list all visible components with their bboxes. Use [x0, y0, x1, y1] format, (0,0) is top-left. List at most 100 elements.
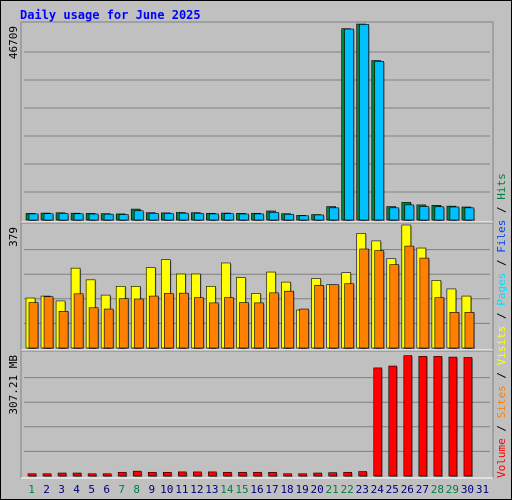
bar-volume-day-1: [27, 473, 37, 477]
bar-sites-day-24: [374, 250, 385, 349]
x-tick-label-7: 7: [118, 483, 125, 496]
x-tick-label-9: 9: [148, 483, 155, 496]
legend-separator: /: [495, 200, 508, 220]
bar-volume-day-27: [418, 356, 428, 477]
bar-sites-day-23: [359, 248, 370, 349]
bar-files-day-15: [239, 213, 249, 221]
bar-volume-day-24: [373, 367, 383, 477]
chart-title: Daily usage for June 2025: [20, 8, 201, 22]
bar-files-day-8: [133, 210, 144, 221]
bar-files-day-7: [118, 214, 129, 221]
bar-sites-day-11: [179, 292, 189, 349]
bar-volume-day-21: [328, 472, 337, 477]
x-tick-label-3: 3: [58, 483, 65, 496]
bar-files-day-12: [194, 213, 204, 221]
x-tick-label-15: 15: [235, 483, 248, 496]
x-tick-label-1: 1: [28, 483, 35, 496]
bar-sites-day-27: [419, 257, 430, 349]
bar-files-day-25: [389, 207, 400, 221]
legend-hits: Hits: [495, 173, 508, 200]
bar-volume-day-29: [448, 356, 458, 477]
bar-sites-day-26: [404, 245, 415, 349]
x-tick-label-19: 19: [295, 483, 308, 496]
panel-hits-files: 46709: [7, 21, 494, 223]
bar-sites-day-17: [269, 292, 279, 349]
bar-sites-day-1: [28, 302, 39, 349]
x-tick-label-26: 26: [401, 483, 414, 496]
bar-sites-day-10: [163, 293, 174, 349]
x-tick-label-5: 5: [88, 483, 95, 496]
bar-sites-day-19: [299, 308, 309, 349]
legend-pages: Pages: [495, 273, 508, 306]
x-tick-label-25: 25: [386, 483, 399, 496]
bar-files-day-2: [43, 213, 54, 221]
bar-files-day-4: [73, 213, 84, 221]
x-tick-label-29: 29: [446, 483, 459, 496]
bar-files-day-23: [359, 24, 370, 221]
x-tick-label-17: 17: [265, 483, 278, 496]
bar-sites-day-9: [148, 295, 159, 349]
bar-volume-day-2: [42, 473, 52, 477]
bar-files-day-22: [344, 28, 354, 221]
x-tick-label-18: 18: [280, 483, 293, 496]
bar-volume-day-19: [298, 473, 307, 477]
x-tick-label-24: 24: [371, 483, 385, 496]
bar-files-day-3: [58, 213, 69, 221]
bar-volume-day-25: [388, 365, 398, 477]
x-tick-label-27: 27: [416, 483, 429, 496]
bar-sites-day-4: [73, 293, 84, 349]
bar-volume-day-22: [343, 471, 352, 477]
bar-volume-day-12: [193, 471, 202, 477]
bar-sites-day-5: [88, 307, 99, 349]
x-tick-label-21: 21: [326, 483, 339, 496]
bar-volume-day-8: [132, 470, 142, 477]
y-max-label: 379: [7, 227, 20, 247]
x-tick-label-10: 10: [160, 483, 173, 496]
bar-volume-day-23: [358, 471, 368, 477]
bar-sites-day-14: [224, 297, 234, 349]
bar-volume-day-6: [102, 473, 112, 477]
x-tick-label-13: 13: [205, 483, 218, 496]
bar-files-day-27: [419, 206, 430, 221]
x-tick-label-12: 12: [190, 483, 203, 496]
x-tick-label-31: 31: [476, 483, 489, 496]
legend-separator: /: [495, 306, 508, 326]
bar-sites-day-16: [254, 302, 264, 349]
bar-sites-day-2: [43, 296, 54, 349]
bar-volume-day-11: [178, 471, 187, 477]
x-tick-label-6: 6: [103, 483, 110, 496]
bar-files-day-21: [329, 207, 339, 221]
y-max-label: 46709: [7, 26, 20, 59]
bar-files-day-19: [299, 215, 309, 221]
x-tick-label-23: 23: [356, 483, 369, 496]
bar-volume-day-26: [403, 355, 413, 477]
bar-volume-day-18: [283, 473, 292, 477]
x-tick-label-20: 20: [311, 483, 324, 496]
x-tick-label-2: 2: [43, 483, 50, 496]
bar-volume-day-5: [87, 473, 97, 477]
bar-sites-day-18: [284, 290, 294, 349]
bar-files-day-16: [254, 213, 264, 221]
bar-sites-day-22: [344, 283, 354, 349]
bar-sites-day-12: [194, 297, 204, 349]
bar-sites-day-3: [58, 311, 69, 349]
bar-volume-day-30: [463, 357, 473, 477]
x-tick-label-8: 8: [133, 483, 140, 496]
panel-pages-visits-sites: 379: [7, 222, 494, 351]
legend-files: Files: [495, 220, 508, 253]
x-tick-label-22: 22: [341, 483, 354, 496]
bar-files-day-6: [103, 213, 114, 221]
legend-separator: /: [495, 253, 508, 273]
x-tick-label-16: 16: [250, 483, 263, 496]
bar-files-day-5: [88, 213, 99, 221]
bar-files-day-13: [209, 213, 219, 221]
bar-volume-day-3: [57, 472, 67, 477]
bar-volume-day-16: [253, 471, 262, 477]
panel-volume: 307.21 MB: [7, 350, 494, 479]
bar-files-day-17: [269, 212, 279, 221]
bar-volume-day-14: [223, 471, 232, 477]
legend-separator: /: [495, 365, 508, 385]
legend-volume: Volume: [495, 438, 508, 478]
legend-sites: Sites: [495, 385, 508, 418]
